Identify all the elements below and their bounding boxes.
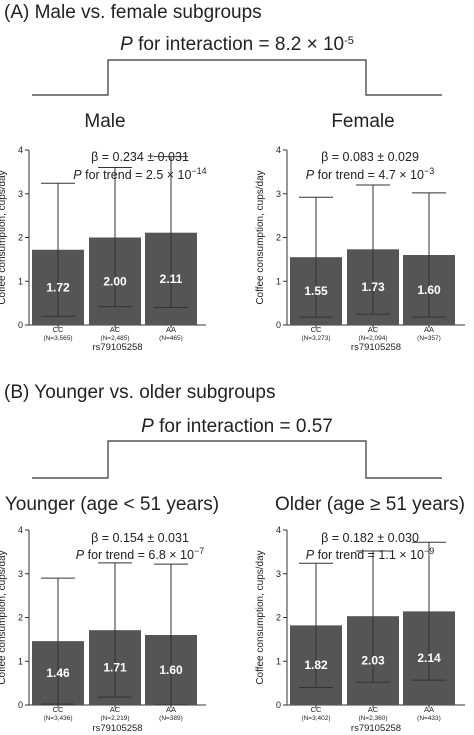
panel-title: Older (age ≥ 51 years) xyxy=(275,494,465,515)
value-label: 2.03 xyxy=(361,654,385,668)
x-axis-label: rs79105258 xyxy=(92,342,142,353)
y-tick-label: 0 xyxy=(276,700,281,710)
y-tick-label: 3 xyxy=(18,569,23,579)
category-label: AA xyxy=(424,325,434,334)
value-label: 2.14 xyxy=(417,651,441,665)
section-b-interaction-text: for interaction = 0.57 xyxy=(154,416,333,437)
y-tick-label: 0 xyxy=(18,700,23,710)
y-tick-label: 0 xyxy=(18,320,23,330)
chart-panel-2: Younger (age < 51 years) β = 0.154 ± 0.03… xyxy=(0,494,219,734)
category-label: CC xyxy=(311,325,322,334)
section-a-interaction-text: for interaction = 8.2 × 10 xyxy=(133,34,344,55)
n-label: (N=3,565) xyxy=(43,335,72,342)
section-a-interaction: P for interaction = 8.2 × 10-5 xyxy=(120,34,354,55)
beta-label: β = 0.154 ± 0.031 xyxy=(91,531,189,545)
n-label: (N=3,273) xyxy=(301,335,330,342)
chart-panel-1: Female β = 0.083 ± 0.029 P for trend = 4.7… xyxy=(255,111,465,353)
y-tick-label: 0 xyxy=(276,320,281,330)
n-label: (N=3,436) xyxy=(43,715,72,722)
value-label: 1.73 xyxy=(361,280,385,294)
trend-label: P for trend = 4.7 × 10−3 xyxy=(306,166,434,182)
y-axis-label: Coffee consumption, cups/day xyxy=(0,170,8,304)
y-axis-label: Coffee consumption, cups/day xyxy=(255,170,266,304)
value-label: 1.60 xyxy=(417,283,441,297)
section-a-title: (A) Male vs. female subgroups xyxy=(4,2,262,23)
x-axis-label: rs79105258 xyxy=(92,723,142,734)
chart-panel-3: Older (age ≥ 51 years) β = 0.182 ± 0.030P… xyxy=(255,494,465,734)
value-label: 1.60 xyxy=(159,663,183,677)
trend-label: P for trend = 2.5 × 10−14 xyxy=(73,166,206,182)
category-label: AA xyxy=(166,325,176,334)
y-tick-label: 4 xyxy=(18,525,23,535)
category-label: CC xyxy=(53,705,64,714)
n-label: (N=2,219) xyxy=(100,715,129,722)
category-label: AA xyxy=(166,705,176,714)
y-axis-label: Coffee consumption, cups/day xyxy=(0,550,8,684)
n-label: (N=2,094) xyxy=(358,335,387,342)
category-label: AC xyxy=(368,325,379,334)
section-b-interaction: P for interaction = 0.57 xyxy=(141,416,333,437)
n-label: (N=389) xyxy=(159,715,183,722)
section-a-interaction-exp: -5 xyxy=(344,35,354,47)
trend-label: P for trend = 1.1 × 10−9 xyxy=(306,546,434,562)
y-tick-label: 1 xyxy=(18,656,23,666)
value-label: 1.46 xyxy=(46,666,70,680)
n-label: (N=357) xyxy=(417,335,441,342)
x-axis-label: rs79105258 xyxy=(351,342,401,353)
beta-label: β = 0.182 ± 0.030 xyxy=(321,531,419,545)
chart-panel-0: Male β = 0.234 ± 0.031 P for trend = 2.5 ×… xyxy=(0,111,207,353)
trend-label: P for trend = 6.8 × 10−7 xyxy=(76,546,204,562)
beta-label: β = 0.083 ± 0.029 xyxy=(321,150,419,164)
category-label: AC xyxy=(368,705,379,714)
category-label: AA xyxy=(424,705,434,714)
value-label: 1.71 xyxy=(103,661,127,675)
value-label: 1.55 xyxy=(304,284,328,298)
y-tick-label: 3 xyxy=(276,569,281,579)
panel-title: Younger (age < 51 years) xyxy=(5,494,219,515)
y-tick-label: 2 xyxy=(18,233,23,243)
n-label: (N=2,485) xyxy=(100,335,129,342)
y-tick-label: 4 xyxy=(276,525,281,535)
chart-panels: Male β = 0.234 ± 0.031 P for trend = 2.5 ×… xyxy=(0,111,465,734)
y-tick-label: 1 xyxy=(276,656,281,666)
y-tick-label: 2 xyxy=(276,233,281,243)
y-axis-label: Coffee consumption, cups/day xyxy=(255,550,266,684)
beta-label: β = 0.234 ± 0.031 xyxy=(91,150,189,164)
category-label: AC xyxy=(110,325,121,334)
y-tick-label: 3 xyxy=(18,189,23,199)
y-tick-label: 1 xyxy=(18,276,23,286)
y-tick-label: 4 xyxy=(18,145,23,155)
value-label: 1.72 xyxy=(46,280,70,294)
y-tick-label: 1 xyxy=(276,276,281,286)
n-label: (N=2,360) xyxy=(358,715,387,722)
n-label: (N=3,402) xyxy=(301,715,330,722)
panel-title: Male xyxy=(84,111,125,132)
category-label: AC xyxy=(110,705,121,714)
value-label: 2.11 xyxy=(160,272,183,286)
category-label: CC xyxy=(53,325,64,334)
y-tick-label: 3 xyxy=(276,189,281,199)
n-label: (N=465) xyxy=(159,335,183,342)
panel-title: Female xyxy=(331,111,394,132)
x-axis-label: rs79105258 xyxy=(351,723,401,734)
n-label: (N=433) xyxy=(417,715,441,722)
y-tick-label: 2 xyxy=(276,613,281,623)
section-a-bracket xyxy=(32,59,442,96)
y-tick-label: 2 xyxy=(18,613,23,623)
category-label: CC xyxy=(311,705,322,714)
section-b-title: (B) Younger vs. older subgroups xyxy=(4,382,275,403)
y-tick-label: 4 xyxy=(276,145,281,155)
value-label: 1.82 xyxy=(304,658,328,672)
section-b-bracket xyxy=(32,440,442,479)
value-label: 2.00 xyxy=(103,274,127,288)
